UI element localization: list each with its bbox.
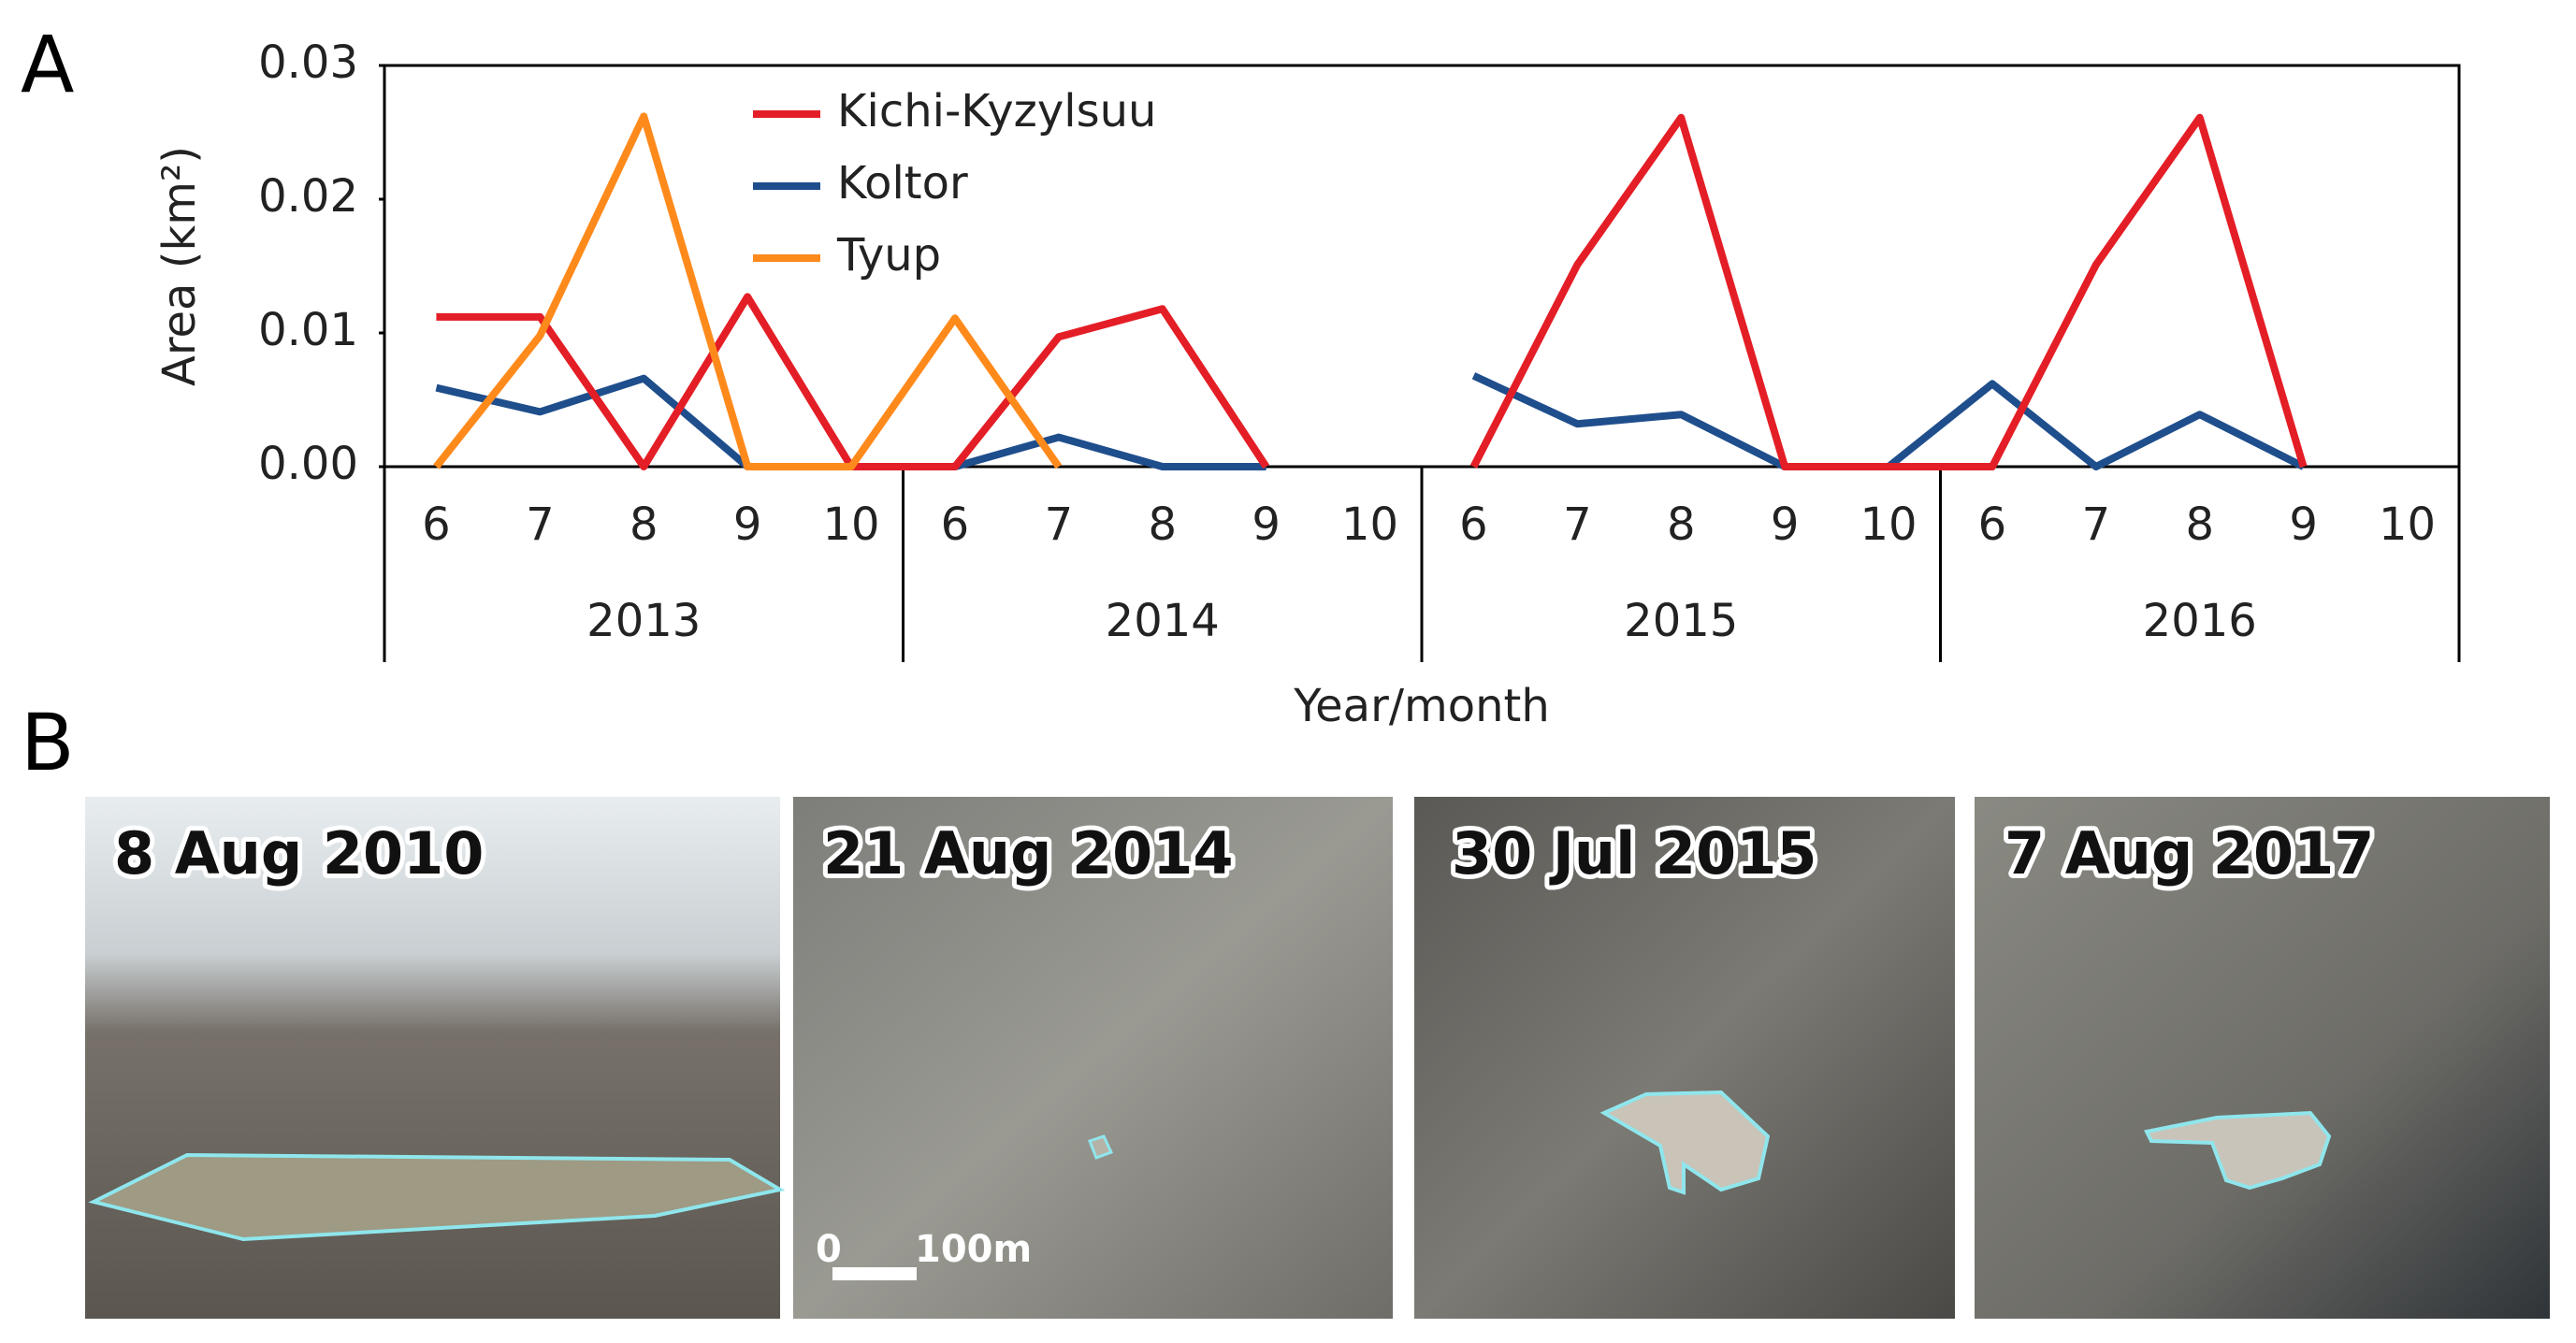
photo	[793, 797, 1393, 1319]
series-line	[435, 372, 2306, 470]
legend-label: Kichi-Kyzylsuu	[837, 85, 1156, 137]
x-tick-label: 7	[526, 498, 555, 551]
chart: 0.00 0.01 0.02 0.03 Area (km²) 6 7 8 9 10 6 7 8 9 10 6 7…	[153, 36, 2461, 732]
x-tick-label: 7	[2082, 498, 2111, 551]
panel-label: B	[21, 697, 75, 788]
photo-date: 21 Aug 2014	[823, 819, 1234, 888]
photo-date: 30 Jul 2015	[1452, 819, 1816, 888]
x-tick-label: 8	[2185, 498, 2214, 551]
scale-label: 0	[816, 1228, 842, 1271]
y-tick-label: 0.03	[258, 36, 358, 89]
scale-label: 100m	[915, 1228, 1032, 1271]
x-tick-label: 10	[2379, 498, 2436, 551]
scale-bar	[832, 1267, 917, 1280]
x-tick-label: 6	[422, 498, 451, 551]
x-tick-label: 10	[1341, 498, 1398, 551]
group-label: 2013	[586, 595, 701, 647]
photo-date: 7 Aug 2017	[2004, 819, 2374, 888]
lake-outline	[1088, 1134, 1114, 1160]
legend-label: Koltor	[837, 157, 968, 209]
x-tick-label: 7	[1045, 498, 1074, 551]
x-tick-label: 8	[1148, 498, 1177, 551]
photo-date: 8 Aug 2010	[114, 819, 484, 888]
x-tick-label: 9	[1771, 498, 1800, 551]
lake-outline	[1599, 1090, 1771, 1195]
y-tick-label: 0.01	[258, 304, 358, 356]
legend-label: Tyup	[836, 229, 941, 282]
series-line	[436, 113, 2308, 470]
panel-label: A	[21, 19, 74, 110]
lake-outline	[2144, 1110, 2332, 1191]
x-tick-label: 7	[1563, 498, 1592, 551]
x-tick-label: 8	[630, 498, 658, 551]
group-label: 2016	[2143, 595, 2257, 647]
x-tick-label: 9	[733, 498, 762, 551]
lake-outline	[88, 1152, 786, 1242]
x-axis-label: Year/month	[1293, 680, 1550, 732]
x-tick-label: 10	[823, 498, 880, 551]
x-tick-label: 9	[2289, 498, 2318, 551]
y-tick-label: 0.02	[258, 170, 358, 223]
photo	[1414, 797, 1955, 1319]
x-tick-label: 6	[1459, 498, 1488, 551]
x-tick-label: 8	[1667, 498, 1696, 551]
x-tick-label: 10	[1860, 498, 1918, 551]
plot-frame	[383, 64, 2461, 469]
group-label: 2014	[1106, 595, 1220, 647]
photos: 8 Aug 2010 21 Aug 2014 30 Jul 2015 7 Aug…	[85, 797, 2550, 1319]
photo	[85, 797, 780, 1319]
y-axis-label: Area (km²)	[153, 146, 206, 386]
group-label: 2015	[1624, 595, 1738, 647]
photo	[1975, 797, 2550, 1319]
x-tick-label: 6	[1978, 498, 2007, 551]
y-tick-label: 0.00	[258, 438, 358, 490]
series-line	[433, 112, 1063, 470]
x-tick-label: 6	[941, 498, 970, 551]
x-tick-label: 9	[1252, 498, 1281, 551]
